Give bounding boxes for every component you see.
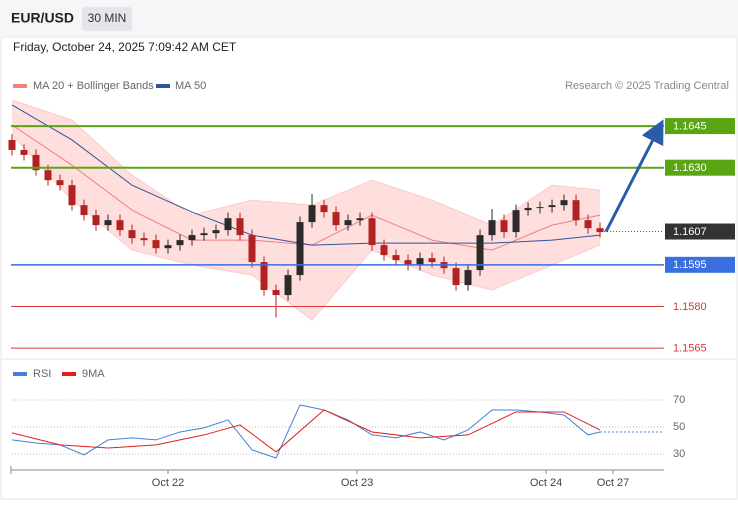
candle-body [428, 258, 436, 263]
level-label-box [665, 256, 735, 273]
level-label: 1.1595 [673, 259, 707, 271]
interval-box [82, 7, 132, 31]
candle-body [116, 220, 124, 231]
x-tick-label: Oct 23 [341, 477, 373, 489]
legend-swatch [13, 84, 27, 88]
level-label-box [665, 223, 735, 240]
credit: Research © 2025 Trading Central [565, 80, 729, 92]
candle-body [404, 260, 412, 266]
legend-label: 9MA [82, 368, 105, 380]
candle-body [416, 258, 424, 266]
candle-body [200, 233, 208, 236]
candle-body [176, 240, 184, 246]
candle-body [464, 270, 472, 286]
candle-body [104, 220, 112, 226]
candle-body [260, 262, 268, 291]
candle-body [224, 218, 232, 231]
ma-line [11, 409, 601, 453]
candle-body [68, 185, 76, 206]
candle-body [308, 205, 316, 223]
y-tick-label: 30 [673, 448, 685, 460]
band-lower [11, 134, 601, 321]
candle-body [524, 207, 532, 211]
candle-body [488, 220, 496, 236]
level-label: 1.1580 [673, 301, 707, 313]
candle-body [572, 200, 580, 221]
candle-body [368, 218, 376, 246]
candle-body [512, 210, 520, 233]
level-label-box [665, 118, 735, 135]
candle-body [152, 240, 160, 249]
candle-body [248, 235, 256, 263]
legend-swatch [13, 372, 27, 376]
candle-body [536, 207, 544, 209]
x-tick-label: Oct 24 [530, 477, 562, 489]
candle-body [236, 218, 244, 236]
candle-body [344, 220, 352, 226]
candle-body [500, 220, 508, 233]
legend-label: RSI [33, 368, 51, 380]
legend-label: MA 50 [175, 80, 206, 92]
legend-swatch [62, 372, 76, 376]
x-tick-label: Oct 27 [597, 477, 629, 489]
forecast-arrow [604, 119, 664, 233]
candle-body [476, 235, 484, 271]
legend-label: MA 20 + Bollinger Bands [33, 80, 154, 92]
candle-body [296, 222, 304, 276]
candle-body [140, 238, 148, 241]
candle-body [380, 245, 388, 256]
candle-body [452, 268, 460, 286]
y-tick-label: 70 [673, 394, 685, 406]
level-label: 1.1607 [673, 226, 707, 238]
candle-body [584, 220, 592, 229]
symbol: EUR/USD [11, 10, 74, 26]
level-label: 1.1565 [673, 342, 707, 354]
ma50-line [11, 104, 601, 246]
candle-body [272, 290, 280, 296]
level-label-box [665, 159, 735, 176]
candle-body [56, 180, 64, 186]
level-label: 1.1630 [673, 162, 707, 174]
level-label: 1.1645 [673, 120, 707, 132]
candle-body [596, 228, 604, 233]
candle-body [32, 154, 40, 171]
candle-body [20, 149, 28, 155]
y-tick-label: 50 [673, 421, 685, 433]
candle-body [212, 230, 220, 234]
candle-body [560, 200, 568, 206]
bollinger-band [12, 99, 601, 321]
candle-body [92, 215, 100, 226]
candle-body [356, 218, 364, 221]
candle-body [164, 245, 172, 249]
candle-body [548, 205, 556, 208]
legend-swatch [156, 84, 170, 88]
candle-body [188, 235, 196, 241]
candle-body [332, 212, 340, 226]
x-tick-label: Oct 22 [152, 477, 184, 489]
candle-body [80, 205, 88, 216]
candle-body [284, 275, 292, 296]
candle-body [392, 255, 400, 261]
frame [0, 36, 738, 500]
timestamp: Friday, October 24, 2025 7:09:42 AM CET [13, 40, 237, 54]
candle-body [320, 205, 328, 213]
candle-body [128, 230, 136, 239]
candle-body [8, 139, 16, 150]
candle-body [44, 170, 52, 181]
rsi-line [11, 404, 601, 459]
interval: 30 MIN [88, 11, 127, 25]
